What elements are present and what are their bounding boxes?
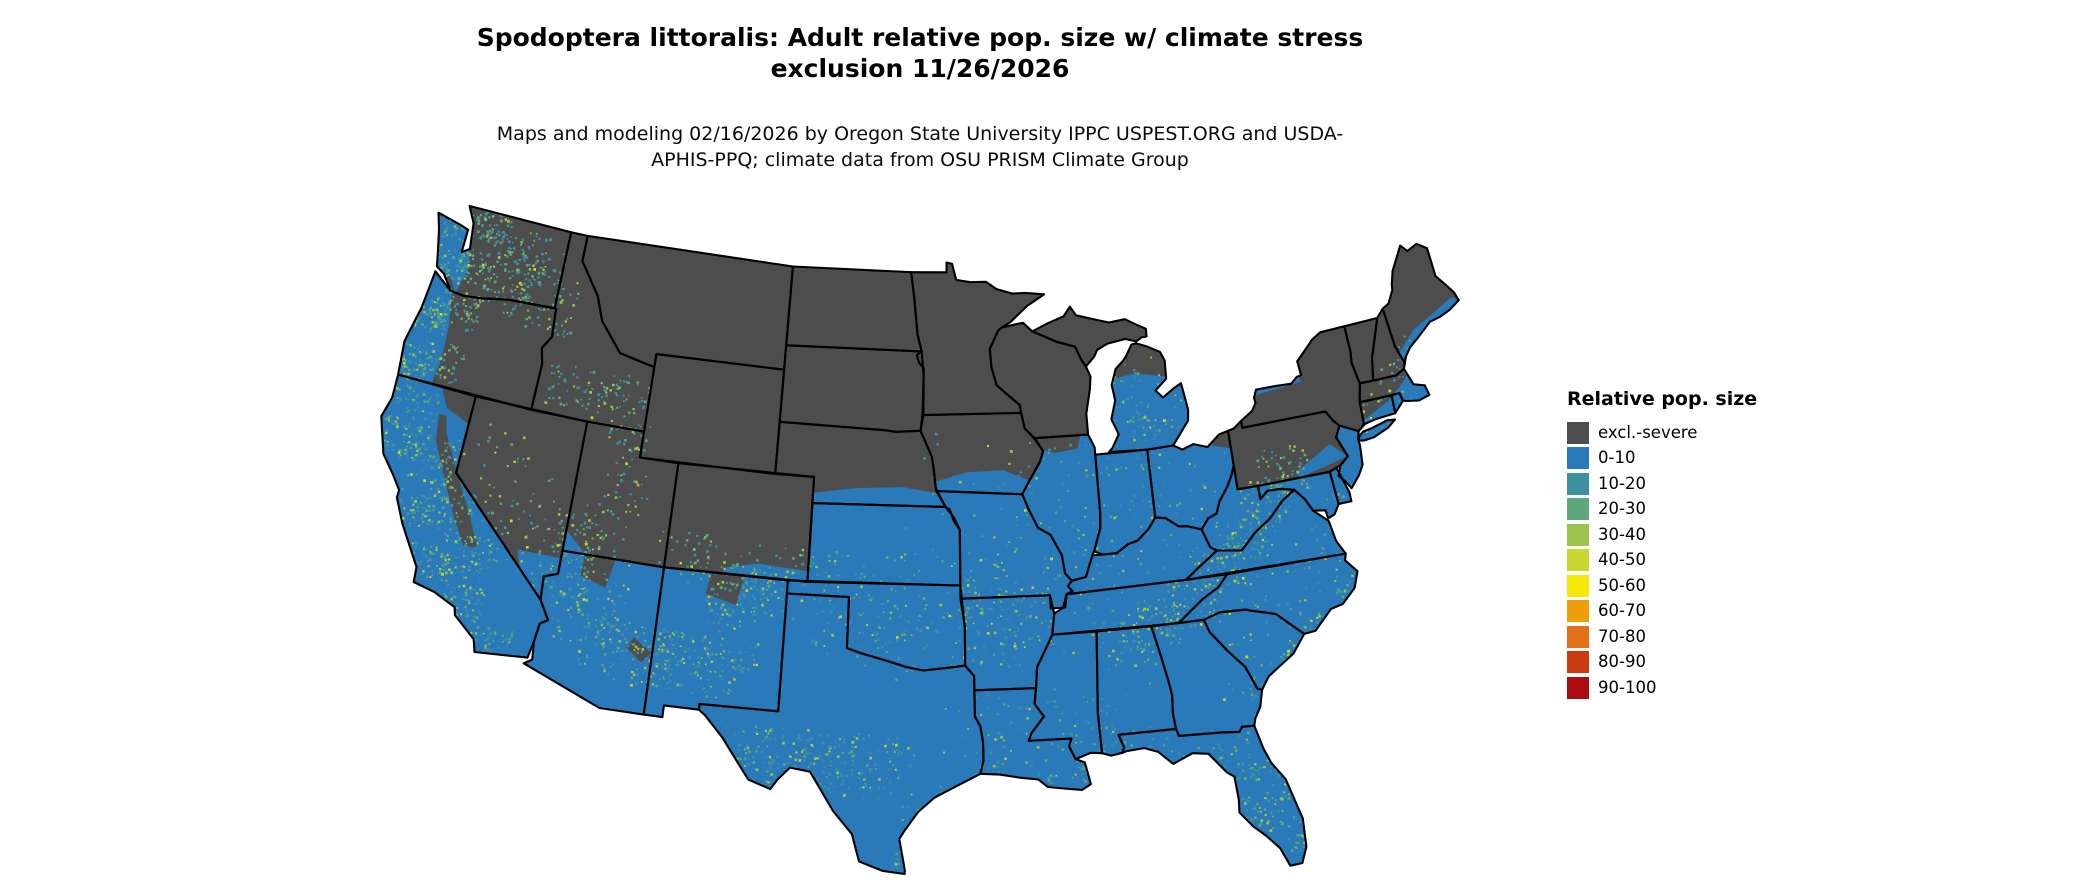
figure-title: Spodoptera littoralis: Adult relative po… (476, 23, 1364, 84)
legend-label: excl.-severe (1598, 422, 1698, 442)
legend-swatch (1567, 472, 1589, 495)
legend-label: 90-100 (1598, 677, 1657, 697)
legend-swatch (1567, 651, 1589, 674)
legend-swatch (1567, 574, 1589, 597)
legend-swatch (1567, 600, 1589, 623)
legend-swatch (1567, 498, 1589, 521)
legend-item: 10-20 (1567, 471, 1757, 497)
legend-item: 20-30 (1567, 497, 1757, 523)
legend-label: 20-30 (1598, 499, 1646, 518)
legend-label: 60-70 (1598, 601, 1646, 620)
legend-item: 30-40 (1567, 522, 1757, 548)
legend-label: 50-60 (1598, 575, 1646, 595)
us-map (295, 200, 1545, 880)
legend-item: 60-70 (1567, 599, 1757, 625)
legend-swatch (1567, 676, 1589, 699)
legend-label: 0-10 (1598, 448, 1636, 467)
legend-label: 40-50 (1598, 550, 1646, 569)
legend-item: 80-90 (1567, 650, 1757, 676)
legend-item: 40-50 (1567, 548, 1757, 574)
legend-item: 50-60 (1567, 573, 1757, 599)
legend-item: 70-80 (1567, 624, 1757, 650)
legend-swatch (1567, 523, 1589, 546)
legend-swatch (1567, 549, 1589, 572)
legend-item: 0-10 (1567, 446, 1757, 472)
legend-swatch (1567, 625, 1589, 648)
us-map-svg (380, 204, 1460, 876)
legend-label: 10-20 (1598, 473, 1646, 493)
legend-item: excl.-severe (1567, 420, 1757, 446)
legend-label: 80-90 (1598, 652, 1646, 671)
map-legend: Relative pop. size excl.-severe 0-10 10-20… (1567, 388, 1757, 701)
legend-swatch (1567, 421, 1589, 444)
legend-item: 90-100 (1567, 675, 1757, 701)
figure-subtitle: Maps and modeling 02/16/2026 by Oregon S… (496, 123, 1344, 171)
legend-items: excl.-severe 0-10 10-20 20-30 30-40 40-50 50-6… (1567, 420, 1757, 701)
legend-label: 30-40 (1598, 524, 1646, 544)
legend-swatch (1567, 447, 1589, 470)
legend-label: 70-80 (1598, 626, 1646, 646)
legend-title: Relative pop. size (1567, 388, 1758, 410)
